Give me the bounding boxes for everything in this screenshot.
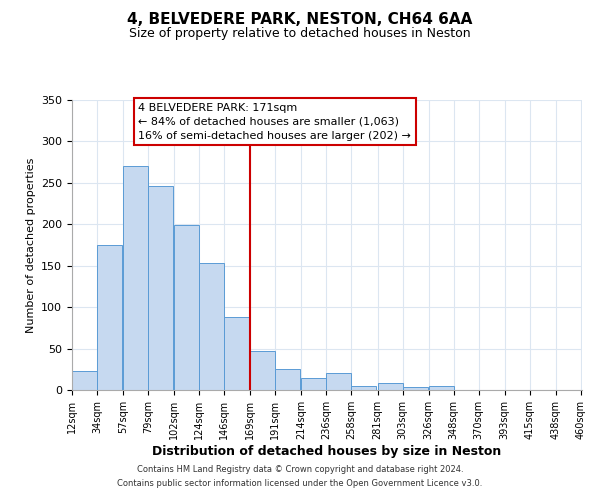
Y-axis label: Number of detached properties: Number of detached properties	[26, 158, 35, 332]
Bar	[199, 263, 224, 390]
Bar	[72, 371, 97, 390]
Bar	[174, 225, 199, 390]
Bar	[428, 386, 454, 390]
Bar	[97, 245, 122, 390]
Bar	[275, 370, 301, 390]
Bar	[123, 166, 148, 390]
Bar	[403, 386, 428, 390]
Bar	[148, 186, 173, 390]
X-axis label: Distribution of detached houses by size in Neston: Distribution of detached houses by size …	[152, 444, 502, 458]
Text: Contains HM Land Registry data © Crown copyright and database right 2024.
Contai: Contains HM Land Registry data © Crown c…	[118, 466, 482, 487]
Bar	[224, 317, 249, 390]
Text: Size of property relative to detached houses in Neston: Size of property relative to detached ho…	[129, 28, 471, 40]
Text: 4, BELVEDERE PARK, NESTON, CH64 6AA: 4, BELVEDERE PARK, NESTON, CH64 6AA	[127, 12, 473, 28]
Bar	[352, 386, 376, 390]
Bar	[250, 351, 275, 390]
Text: 4 BELVEDERE PARK: 171sqm
← 84% of detached houses are smaller (1,063)
16% of sem: 4 BELVEDERE PARK: 171sqm ← 84% of detach…	[139, 103, 411, 141]
Bar	[377, 384, 403, 390]
Bar	[326, 372, 352, 390]
Bar	[301, 378, 326, 390]
